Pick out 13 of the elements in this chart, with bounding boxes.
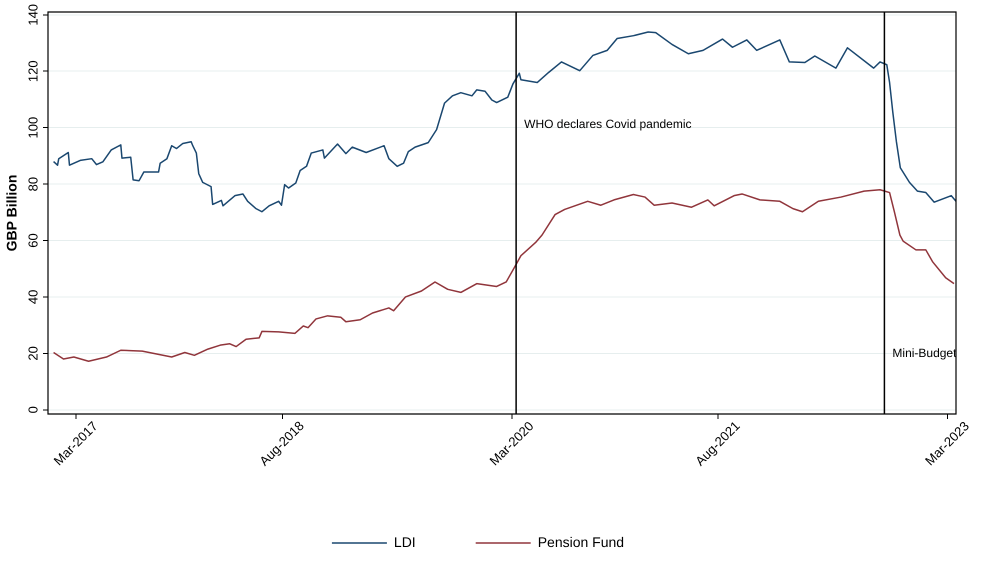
y-tick-label: 100 bbox=[26, 116, 41, 139]
legend-label: LDI bbox=[394, 534, 416, 550]
y-tick-label: 40 bbox=[26, 290, 41, 304]
legend-label: Pension Fund bbox=[538, 534, 624, 550]
y-tick-label: 80 bbox=[26, 176, 41, 192]
ref-line-label: Mini-Budget bbox=[892, 346, 958, 360]
y-tick-label: 0 bbox=[26, 406, 41, 414]
y-axis-title: GBP Billion bbox=[3, 174, 20, 252]
y-tick-label: 60 bbox=[26, 233, 41, 248]
y-tick-label: 140 bbox=[26, 4, 41, 26]
ref-line-label: WHO declares Covid pandemic bbox=[524, 116, 692, 131]
y-tick-label: 120 bbox=[26, 60, 41, 82]
y-tick-label: 20 bbox=[26, 346, 41, 361]
